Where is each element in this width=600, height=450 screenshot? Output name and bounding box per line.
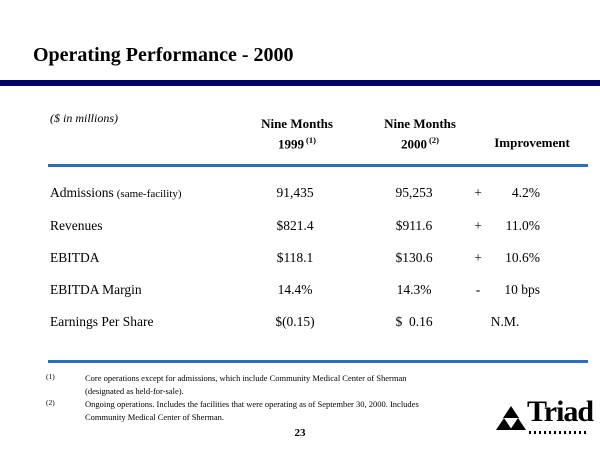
value-2000: $911.6 (395, 218, 433, 233)
improvement-sign: - (475, 282, 481, 297)
row-label: EBITDA (50, 250, 100, 266)
column-header-2000-line1: Nine Months (384, 116, 456, 131)
triangle-icon (510, 418, 526, 430)
column-header-1999-line1: Nine Months (261, 116, 333, 131)
improvement-sign: + (474, 185, 482, 200)
value-1999: $821.4 (276, 218, 314, 233)
footnote-ref-2: (2) (429, 135, 439, 145)
row-label: EBITDA Margin (50, 282, 142, 298)
column-header-1999-line2: 1999 (278, 136, 305, 152)
row-label: Revenues (50, 218, 102, 234)
title-rule (0, 80, 600, 86)
footnote-marker: (2) (46, 398, 55, 407)
table-footer-rule (48, 360, 588, 363)
improvement-value: 4.2% (511, 185, 540, 200)
improvement-sign: + (474, 218, 482, 233)
row-label: Admissions (same-facility) (50, 185, 182, 201)
improvement-value: N.M. (490, 314, 520, 329)
footnote-text: Core operations except for admissions, w… (85, 372, 407, 397)
row-label-text: EBITDA Margin (50, 282, 142, 297)
value-2000: 95,253 (395, 185, 433, 200)
row-label-text: Revenues (50, 218, 103, 233)
table-row-admissions: Admissions (same-facility) 91,435 95,253 … (0, 185, 600, 203)
footnote-text: Ongoing operations. Includes the facilit… (85, 398, 419, 423)
page-title: Operating Performance - 2000 (33, 44, 294, 66)
improvement-value: 10 bps (504, 282, 540, 297)
footnote-ref-1: (1) (306, 135, 316, 145)
row-label: Earnings Per Share (50, 314, 153, 330)
triangle-icon (503, 406, 519, 418)
footnote-line: Ongoing operations. Includes the facilit… (85, 399, 419, 409)
logo-tagline (529, 431, 589, 434)
improvement-value: 11.0% (505, 218, 540, 233)
table-row-ebitda-margin: EBITDA Margin 14.4% 14.3% - 10 bps (0, 282, 600, 300)
table-row-eps: Earnings Per Share $(0.15) $ 0.16 N.M. (0, 314, 600, 332)
value-2000: 14.3% (396, 282, 432, 297)
table-row-revenues: Revenues $821.4 $911.6 + 11.0% (0, 218, 600, 236)
improvement-sign: + (474, 250, 482, 265)
footnote-line: (designated as held-for-sale). (85, 385, 184, 396)
value-1999: 91,435 (276, 185, 314, 200)
value-1999: $118.1 (276, 250, 314, 265)
row-label-text: EBITDA (50, 250, 100, 265)
value-1999: $(0.15) (275, 314, 315, 329)
value-2000: $ 0.16 (395, 314, 433, 329)
page-number: 23 (294, 427, 306, 439)
value-2000: $130.6 (395, 250, 433, 265)
improvement-value: 10.6% (505, 250, 540, 265)
table-row-ebitda: EBITDA $118.1 $130.6 + 10.6% (0, 250, 600, 268)
triangle-icon (496, 418, 512, 430)
footnote-line: Core operations except for admissions, w… (85, 373, 407, 383)
triad-triangles-icon (496, 406, 526, 430)
logo-wordmark: Triad (527, 395, 594, 428)
column-header-improvement: Improvement (494, 135, 570, 150)
column-header-2000-line2: 2000 (401, 136, 428, 152)
footnote-line: Community Medical Center of Sherman. (85, 411, 225, 422)
triad-logo: Triad (496, 395, 596, 440)
value-1999: 14.4% (277, 282, 313, 297)
row-label-text: Admissions (50, 185, 114, 200)
column-header-2000: Nine Months 2000 (2) (366, 116, 474, 152)
table-header-rule (48, 164, 588, 167)
footnote-marker: (1) (46, 372, 55, 381)
units-label: ($ in millions) (50, 111, 118, 125)
row-label-text: Earnings Per Share (50, 314, 154, 329)
row-label-note: (same-facility) (116, 188, 182, 200)
column-header-1999: Nine Months 1999 (1) (243, 116, 351, 152)
